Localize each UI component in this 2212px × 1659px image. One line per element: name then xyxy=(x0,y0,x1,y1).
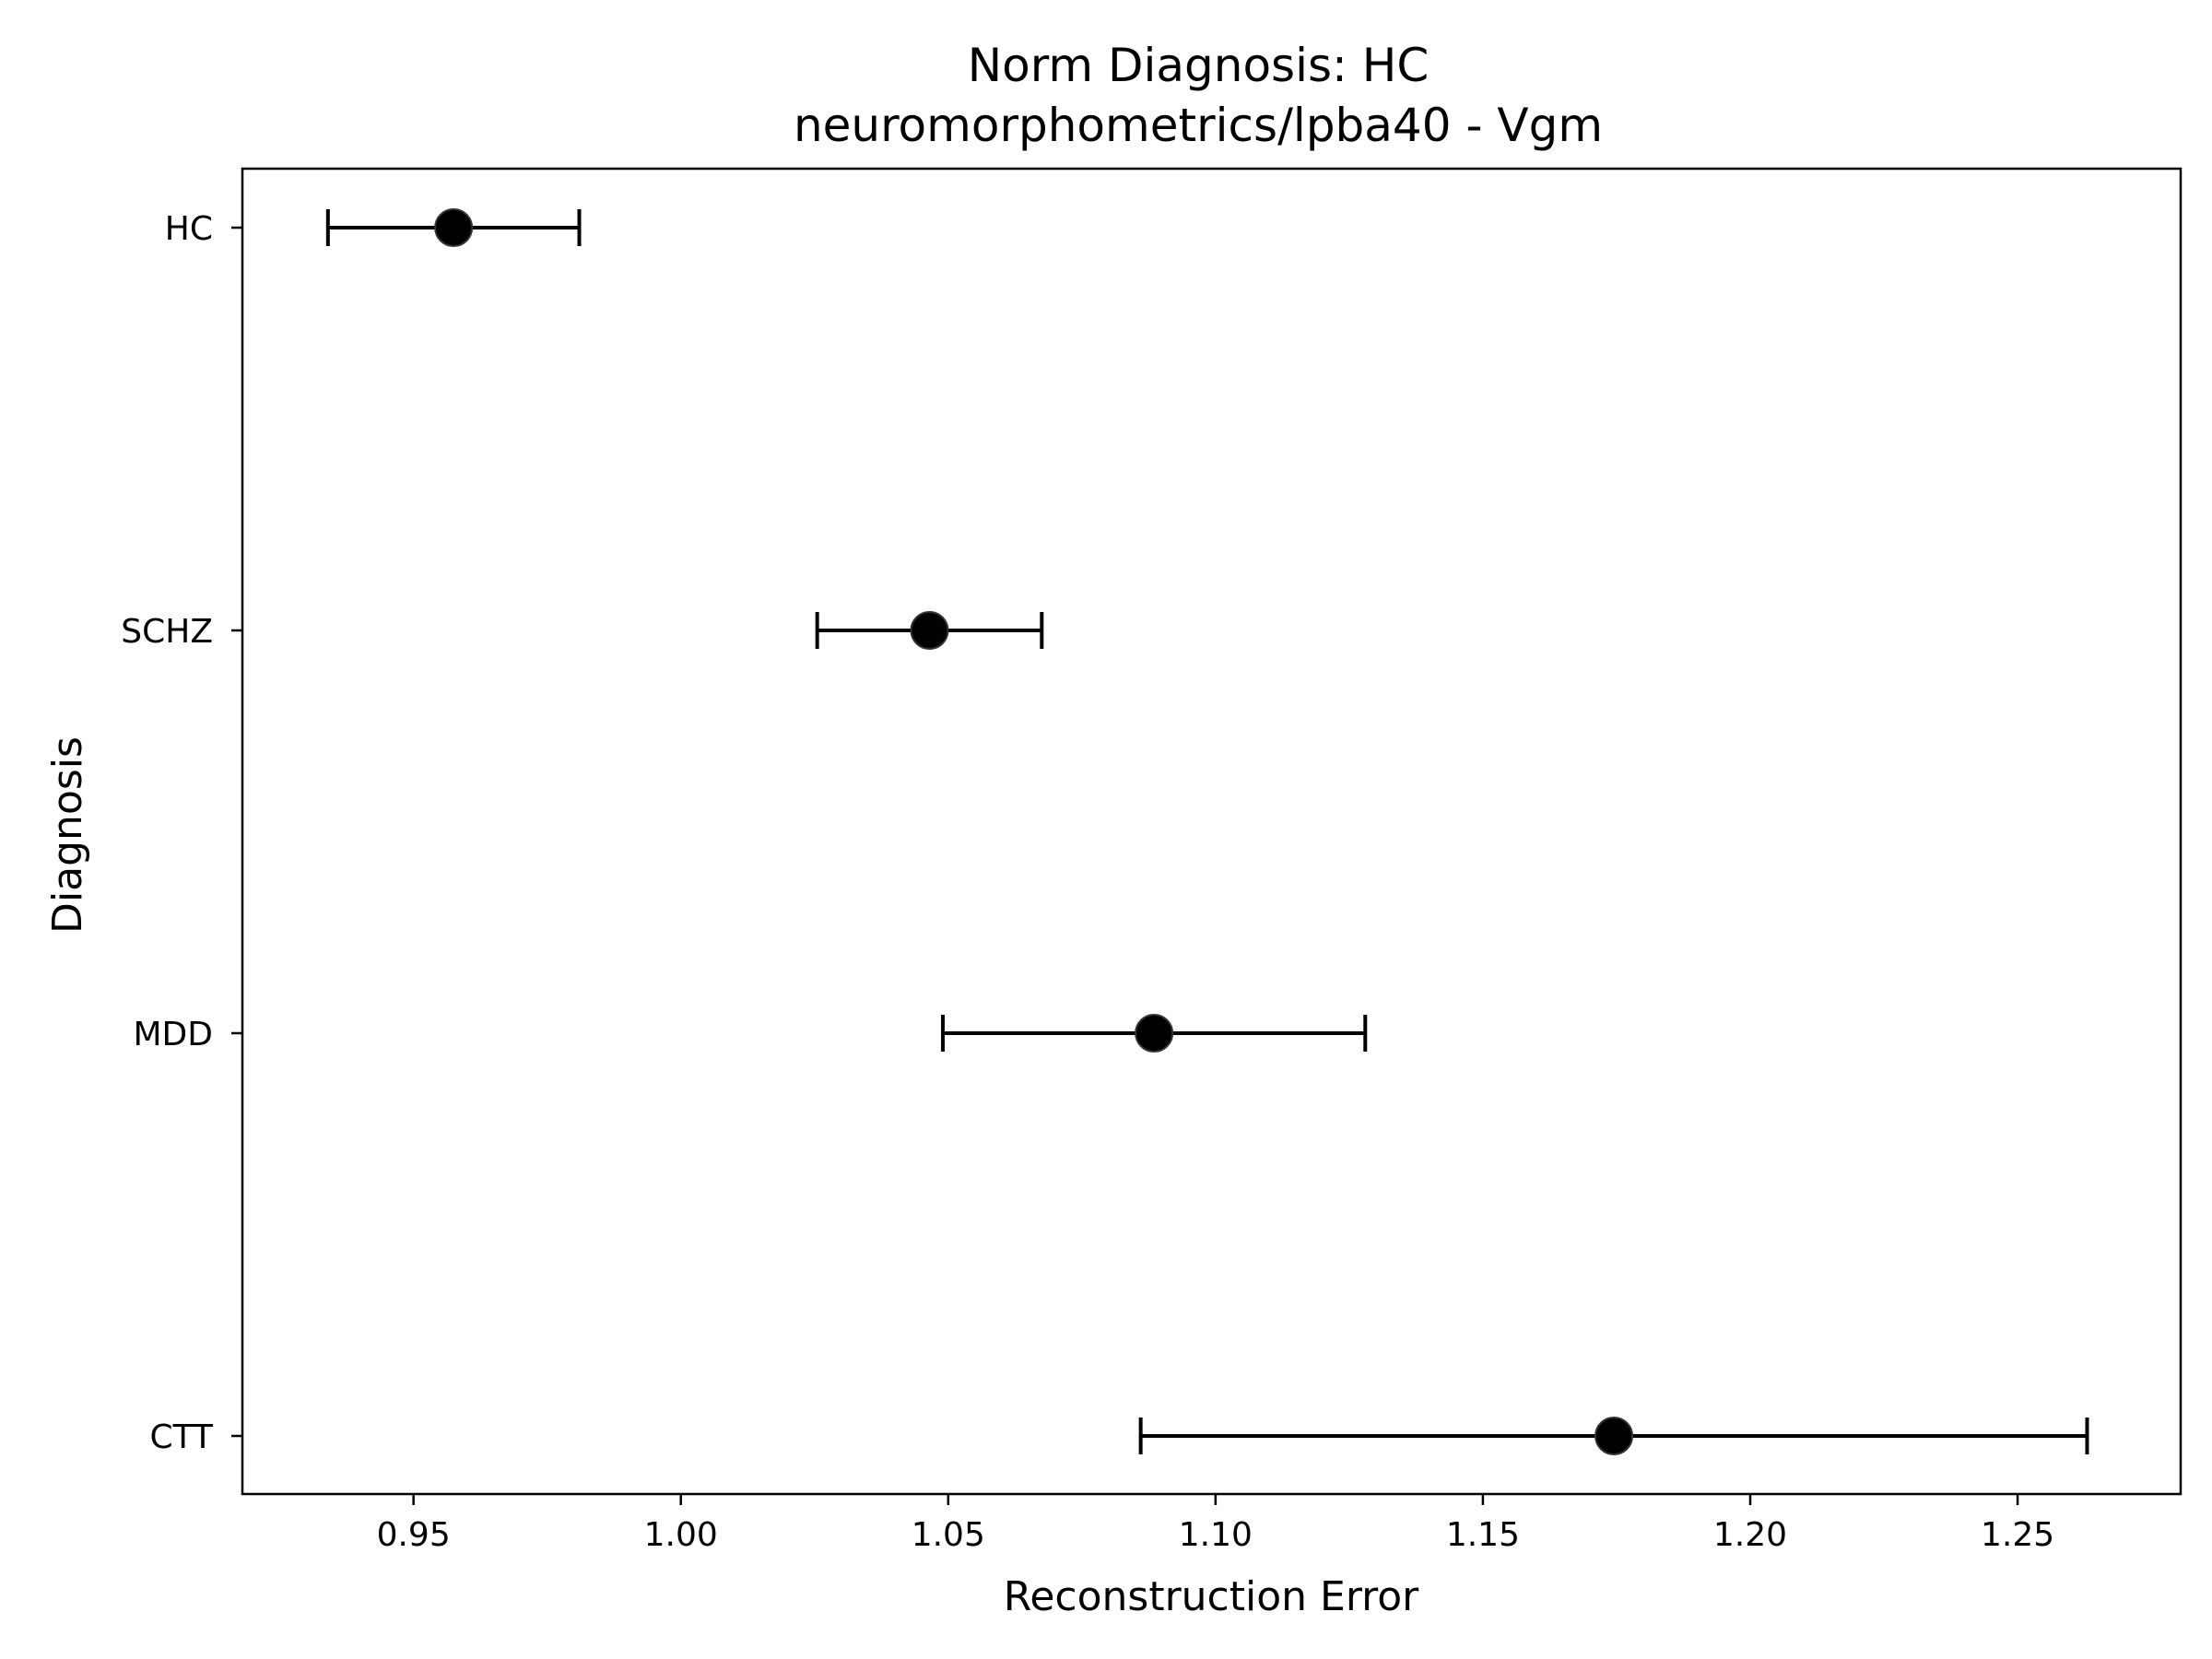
data-point-mdd xyxy=(1135,1014,1174,1053)
y-tick-label: MDD xyxy=(133,1016,213,1053)
data-point-hc xyxy=(434,208,474,247)
x-axis: 0.95 1.00 1.05 1.10 1.15 1.20 1.25 xyxy=(377,1494,2054,1554)
x-tick-label: 0.95 xyxy=(377,1516,451,1554)
plot-frame xyxy=(241,167,2183,1496)
y-tick-label: CTT xyxy=(150,1418,214,1456)
x-tick-label: 1.20 xyxy=(1713,1516,1787,1554)
chart-subtitle: neuromorphometrics/lpba40 - Vgm xyxy=(794,99,1603,152)
x-tick-label: 1.25 xyxy=(1981,1516,2054,1554)
x-axis-label: Reconstruction Error xyxy=(1004,1573,1419,1620)
x-tick-label: 1.00 xyxy=(644,1516,718,1554)
y-tick-label: HC xyxy=(165,210,213,248)
plot-area xyxy=(325,208,2089,1455)
x-tick-label: 1.05 xyxy=(912,1516,985,1554)
y-axis-label: Diagnosis xyxy=(44,736,91,934)
x-tick-label: 1.15 xyxy=(1446,1516,1520,1554)
y-axis: HC SCHZ MDD CTT xyxy=(121,210,242,1456)
x-tick-label: 1.10 xyxy=(1179,1516,1253,1554)
data-point-ctt xyxy=(1594,1417,1634,1455)
data-point-schz xyxy=(910,611,949,650)
chart-title: Norm Diagnosis: HC xyxy=(968,39,1430,92)
y-tick-label: SCHZ xyxy=(121,613,213,651)
